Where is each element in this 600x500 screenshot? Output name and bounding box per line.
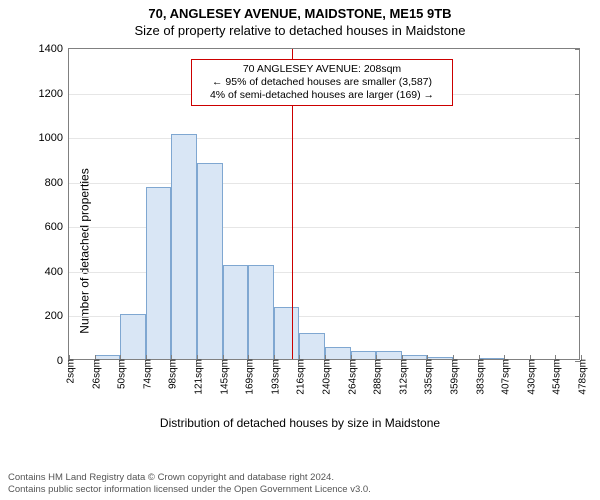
histogram-bar <box>274 307 300 359</box>
ytick-mark <box>575 49 580 50</box>
xtick-label: 98sqm <box>164 359 179 389</box>
xtick-label: 312sqm <box>394 359 409 395</box>
ytick-mark <box>575 94 580 95</box>
xtick-label: 407sqm <box>497 359 512 395</box>
histogram-bar <box>120 314 146 359</box>
xtick-label: 2sqm <box>62 359 77 383</box>
xtick-label: 145sqm <box>215 359 230 395</box>
histogram-bar <box>171 134 197 359</box>
histogram-bar <box>197 163 223 359</box>
histogram-bar <box>146 187 172 359</box>
xtick-label: 216sqm <box>292 359 307 395</box>
ytick-label: 600 <box>45 221 69 233</box>
xtick-label: 264sqm <box>343 359 358 395</box>
xtick-label: 288sqm <box>369 359 384 395</box>
ytick-mark <box>575 227 580 228</box>
ytick-label: 200 <box>45 310 69 322</box>
histogram-bar <box>299 333 325 359</box>
xtick-label: 74sqm <box>138 359 153 389</box>
xtick-label: 26sqm <box>87 359 102 389</box>
histogram-bar <box>325 347 351 359</box>
xtick-label: 169sqm <box>241 359 256 395</box>
gridline <box>69 183 579 184</box>
ytick-label: 1200 <box>39 88 69 100</box>
property-info-box: 70 ANGLESEY AVENUE: 208sqm← 95% of detac… <box>191 59 453 106</box>
info-box-line3: 4% of semi-detached houses are larger (1… <box>198 89 446 102</box>
xtick-label: 454sqm <box>548 359 563 395</box>
histogram-bar <box>351 351 377 359</box>
xtick-label: 240sqm <box>318 359 333 395</box>
ytick-label: 400 <box>45 266 69 278</box>
footer-attribution: Contains HM Land Registry data © Crown c… <box>8 472 371 496</box>
footer-line-1: Contains HM Land Registry data © Crown c… <box>8 472 371 484</box>
gridline <box>69 138 579 139</box>
xtick-label: 50sqm <box>113 359 128 389</box>
x-axis-label: Distribution of detached houses by size … <box>0 416 600 430</box>
histogram-bar <box>376 351 402 359</box>
xtick-label: 478sqm <box>574 359 589 395</box>
histogram-bar <box>248 265 274 359</box>
page-subtitle: Size of property relative to detached ho… <box>0 21 600 38</box>
ytick-mark <box>575 138 580 139</box>
xtick-label: 193sqm <box>266 359 281 395</box>
info-box-line2: ← 95% of detached houses are smaller (3,… <box>198 76 446 89</box>
ytick-label: 1000 <box>39 132 69 144</box>
xtick-label: 430sqm <box>522 359 537 395</box>
page-title: 70, ANGLESEY AVENUE, MAIDSTONE, ME15 9TB <box>0 0 600 21</box>
ytick-label: 800 <box>45 177 69 189</box>
ytick-mark <box>575 272 580 273</box>
chart-container: Number of detached properties 0200400600… <box>0 42 600 460</box>
ytick-label: 1400 <box>39 43 69 55</box>
histogram-bar <box>223 265 249 359</box>
xtick-label: 383sqm <box>471 359 486 395</box>
info-box-line1: 70 ANGLESEY AVENUE: 208sqm <box>198 63 446 76</box>
ytick-mark <box>575 316 580 317</box>
plot-area: 02004006008001000120014002sqm26sqm50sqm7… <box>68 48 580 360</box>
xtick-label: 335sqm <box>420 359 435 395</box>
xtick-label: 121sqm <box>190 359 205 395</box>
footer-line-2: Contains public sector information licen… <box>8 484 371 496</box>
ytick-mark <box>575 183 580 184</box>
xtick-label: 359sqm <box>446 359 461 395</box>
